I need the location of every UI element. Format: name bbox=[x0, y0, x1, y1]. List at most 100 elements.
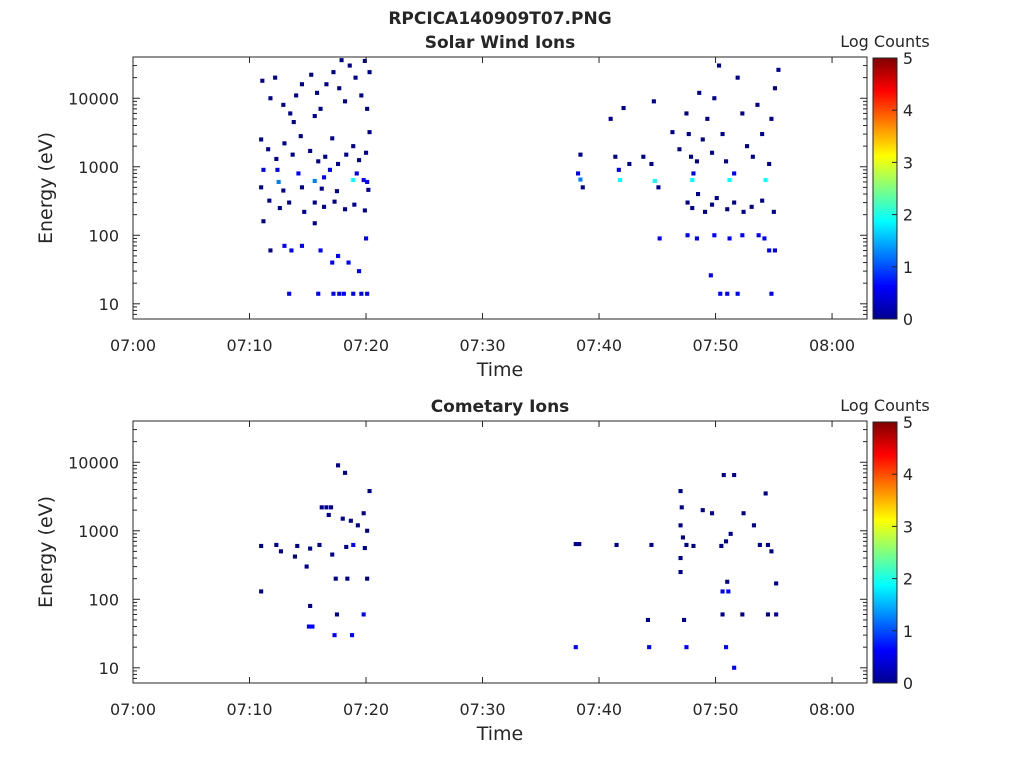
heatmap-cell bbox=[718, 291, 723, 296]
heatmap-cell bbox=[336, 161, 341, 166]
colorbar-ticks: 0 1 2 3 4 5 bbox=[892, 413, 913, 693]
colorbar-tick-label: 5 bbox=[903, 413, 913, 432]
heatmap-cell bbox=[627, 161, 632, 166]
heatmap-cell bbox=[725, 291, 730, 296]
x-tick-label: 07:50 bbox=[692, 336, 738, 355]
x-tick-label: 07:00 bbox=[110, 336, 156, 355]
heatmap-cell bbox=[765, 542, 770, 547]
y-tick-label: 10000 bbox=[68, 89, 119, 108]
heatmap-cell bbox=[656, 185, 661, 190]
heatmap-cell bbox=[336, 463, 341, 468]
heatmap-cell bbox=[616, 167, 621, 172]
heatmap-cell bbox=[343, 207, 348, 212]
colorbar-tick-label: 3 bbox=[903, 153, 913, 172]
heatmap-cell bbox=[725, 207, 730, 212]
heatmap-cell bbox=[322, 175, 327, 180]
heatmap-cell bbox=[684, 542, 689, 547]
heatmap-cell bbox=[732, 473, 737, 478]
heatmap-cell bbox=[295, 543, 300, 548]
heatmap-cell bbox=[362, 208, 367, 213]
colorbar-tick-label: 0 bbox=[903, 674, 913, 693]
heatmap-cell bbox=[274, 542, 279, 547]
heatmap-cell bbox=[259, 185, 264, 190]
heatmap-cell bbox=[689, 154, 694, 159]
heatmap-cell bbox=[767, 161, 772, 166]
heatmap-cell bbox=[745, 144, 750, 149]
heatmap-cell bbox=[365, 528, 370, 533]
y-tick-label: 1000 bbox=[78, 158, 119, 177]
heatmap-cells bbox=[259, 58, 781, 296]
heatmap-cell bbox=[322, 204, 327, 209]
heatmap-cell bbox=[345, 576, 350, 581]
plot-frame bbox=[132, 56, 868, 320]
x-tick-label: 07:50 bbox=[692, 700, 738, 719]
heatmap-cell bbox=[710, 202, 715, 207]
heatmap-cell bbox=[678, 523, 683, 528]
colorbar bbox=[872, 57, 898, 320]
heatmap-cell bbox=[769, 549, 774, 554]
heatmap-cell bbox=[310, 624, 315, 629]
heatmap-cell bbox=[749, 204, 754, 209]
heatmap-cell bbox=[276, 179, 281, 184]
heatmap-cell bbox=[678, 556, 683, 561]
heatmap-cell bbox=[361, 612, 366, 617]
heatmap-cell bbox=[703, 209, 708, 214]
colorbar-tick-label: 1 bbox=[903, 258, 913, 277]
heatmap-cell bbox=[767, 248, 772, 253]
panel-title: Solar Wind Ions bbox=[425, 33, 576, 53]
heatmap-cell bbox=[259, 589, 264, 594]
heatmap-cell bbox=[649, 161, 654, 166]
heatmap-cell bbox=[337, 291, 342, 296]
colorbar bbox=[872, 421, 898, 684]
heatmap-cell bbox=[299, 185, 304, 190]
heatmap-cell bbox=[312, 114, 317, 119]
heatmap-cell bbox=[365, 576, 370, 581]
x-tick-label: 08:00 bbox=[809, 700, 855, 719]
heatmap-cell bbox=[712, 96, 717, 101]
heatmap-cell bbox=[678, 570, 683, 575]
x-tick-label: 07:20 bbox=[343, 700, 389, 719]
colorbar-label: Log Counts bbox=[840, 32, 930, 51]
heatmap-cell bbox=[691, 543, 696, 548]
heatmap-cell bbox=[678, 489, 683, 494]
heatmap-cell bbox=[341, 291, 346, 296]
figure-title: RPCICA140909T07.PNG bbox=[388, 9, 611, 29]
heatmap-cell bbox=[684, 111, 689, 116]
heatmap-cell bbox=[367, 130, 372, 135]
x-tick-label: 07:00 bbox=[110, 700, 156, 719]
heatmap-cell bbox=[578, 177, 583, 182]
colorbar-ticks: 0 1 2 3 4 5 bbox=[892, 49, 913, 329]
heatmap-cell bbox=[772, 248, 777, 253]
heatmap-cell bbox=[763, 178, 768, 183]
heatmap-cell bbox=[760, 132, 765, 137]
heatmap-cell bbox=[366, 187, 371, 192]
heatmap-cell bbox=[260, 78, 265, 83]
heatmap-cell bbox=[732, 200, 737, 205]
heatmap-cell bbox=[315, 90, 320, 95]
heatmap-cell bbox=[261, 219, 266, 224]
heatmap-cell bbox=[690, 178, 695, 183]
heatmap-cell bbox=[318, 106, 323, 111]
heatmap-cell bbox=[691, 171, 696, 176]
heatmap-cell bbox=[350, 633, 355, 638]
heatmap-cell bbox=[367, 489, 372, 494]
x-tick-label: 07:10 bbox=[226, 700, 272, 719]
heatmap-cell bbox=[710, 150, 715, 155]
y-tick-label: 100 bbox=[88, 590, 119, 609]
heatmap-cell bbox=[344, 544, 349, 549]
heatmap-cell bbox=[309, 72, 314, 77]
heatmap-cell bbox=[576, 171, 581, 176]
heatmap-cell bbox=[614, 542, 619, 547]
heatmap-cell bbox=[573, 542, 578, 547]
heatmap-cell bbox=[727, 236, 732, 241]
heatmap-cell bbox=[359, 291, 364, 296]
heatmap-cell bbox=[364, 150, 369, 155]
heatmap-cell bbox=[367, 70, 372, 75]
heatmap-cell bbox=[329, 505, 334, 510]
heatmap-cell bbox=[690, 206, 695, 211]
heatmap-cell bbox=[649, 542, 654, 547]
heatmap-cell bbox=[694, 236, 699, 241]
heatmap-cell bbox=[724, 159, 729, 164]
x-tick-label: 07:30 bbox=[459, 336, 505, 355]
